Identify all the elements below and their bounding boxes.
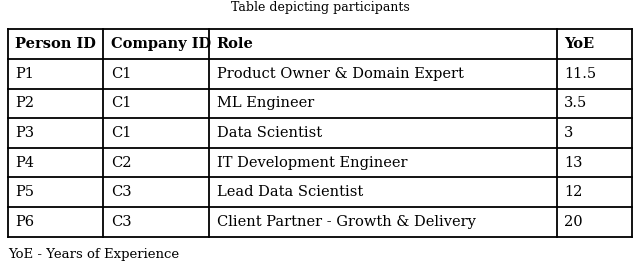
Text: C3: C3 [111,215,131,229]
Text: P5: P5 [15,185,34,199]
Text: C2: C2 [111,156,131,170]
Text: Table depicting participants: Table depicting participants [230,1,410,14]
Text: 3.5: 3.5 [564,96,588,110]
Text: IT Development Engineer: IT Development Engineer [217,156,407,170]
Text: ML Engineer: ML Engineer [217,96,314,110]
Text: Company ID: Company ID [111,37,211,51]
Text: Product Owner & Domain Expert: Product Owner & Domain Expert [217,67,463,81]
Text: 12: 12 [564,185,582,199]
Text: Lead Data Scientist: Lead Data Scientist [217,185,363,199]
Text: 13: 13 [564,156,583,170]
Text: YoE - Years of Experience: YoE - Years of Experience [8,248,179,261]
Text: P3: P3 [15,126,35,140]
Text: C1: C1 [111,126,131,140]
Text: C3: C3 [111,185,131,199]
Text: C1: C1 [111,96,131,110]
Text: Data Scientist: Data Scientist [217,126,322,140]
Text: 3: 3 [564,126,573,140]
Text: Person ID: Person ID [15,37,96,51]
Text: 20: 20 [564,215,583,229]
Text: C1: C1 [111,67,131,81]
Text: YoE: YoE [564,37,595,51]
Text: P4: P4 [15,156,34,170]
Text: Role: Role [217,37,253,51]
Text: Client Partner - Growth & Delivery: Client Partner - Growth & Delivery [217,215,476,229]
Text: P2: P2 [15,96,34,110]
Text: P6: P6 [15,215,35,229]
Text: 11.5: 11.5 [564,67,596,81]
Text: P1: P1 [15,67,34,81]
